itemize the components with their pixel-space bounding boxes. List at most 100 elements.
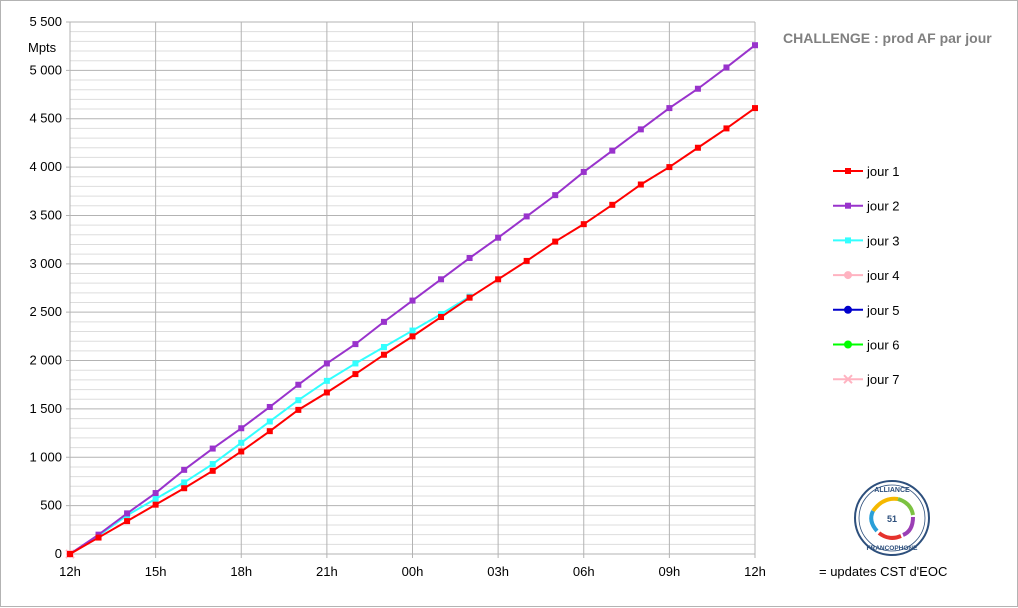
data-point: [666, 164, 673, 171]
data-point: [238, 448, 245, 455]
data-point: [380, 344, 387, 351]
data-point: [752, 42, 758, 49]
data-point: [580, 221, 587, 228]
x-tick-label: 15h: [145, 564, 167, 579]
data-point: [637, 181, 644, 188]
data-point: [352, 360, 359, 367]
legend-item: jour 4: [833, 268, 900, 283]
data-point: [609, 147, 616, 154]
x-tick-label: 12h: [59, 564, 81, 579]
legend-item: jour 3: [833, 233, 900, 248]
svg-text:51: 51: [887, 514, 897, 524]
y-tick-label: 3 000: [29, 256, 62, 271]
data-point: [152, 495, 159, 502]
data-point: [209, 467, 216, 474]
data-point: [181, 479, 188, 486]
x-tick-label: 03h: [487, 564, 509, 579]
x-tick-label: 18h: [230, 564, 252, 579]
legend-marker: [844, 305, 852, 314]
data-point: [323, 377, 330, 384]
data-point: [295, 397, 302, 404]
legend-label: jour 7: [866, 372, 900, 387]
legend-item: jour 1: [833, 164, 900, 179]
y-tick-label: 500: [40, 498, 62, 513]
legend-marker: [845, 237, 851, 244]
x-tick-label: 12h: [744, 564, 766, 579]
data-point: [495, 276, 502, 283]
data-point: [124, 510, 131, 517]
x-tick-label: 09h: [659, 564, 681, 579]
x-tick-label: 21h: [316, 564, 338, 579]
data-point: [209, 461, 216, 468]
data-point: [409, 327, 416, 334]
data-point: [380, 351, 387, 358]
svg-text:ALLIANCE: ALLIANCE: [874, 487, 910, 494]
data-point: [95, 534, 102, 541]
data-point: [609, 201, 616, 208]
y-tick-label: 4 000: [29, 159, 62, 174]
data-point: [124, 518, 131, 525]
data-point: [752, 105, 758, 112]
data-point: [466, 294, 473, 301]
data-point: [152, 501, 159, 508]
legend-item: jour 5: [833, 303, 900, 318]
data-point: [523, 213, 530, 220]
footnote: = updates CST d'EOC: [819, 564, 948, 579]
y-tick-label: 5 000: [29, 62, 62, 77]
alliance-francophone-logo: 51 ALLIANCE FRANCOPHONE: [854, 480, 930, 556]
y-tick-label: 2 500: [29, 304, 62, 319]
svg-text:FRANCOPHONE: FRANCOPHONE: [867, 545, 919, 552]
data-point: [266, 403, 273, 410]
y-tick-label: 4 500: [29, 111, 62, 126]
legend-label: jour 6: [866, 338, 900, 353]
data-point: [181, 485, 188, 492]
chart-title: CHALLENGE : prod AF par jour: [783, 30, 992, 46]
data-point: [209, 445, 216, 452]
legend-label: jour 1: [866, 164, 900, 179]
data-point: [323, 389, 330, 396]
data-point: [438, 314, 445, 321]
data-point: [409, 297, 416, 304]
data-point: [637, 126, 644, 133]
legend-item: jour 2: [833, 199, 900, 214]
x-tick-label: 06h: [573, 564, 595, 579]
legend-label: jour 2: [866, 199, 900, 214]
data-point: [352, 371, 359, 378]
data-point: [694, 144, 701, 151]
data-point: [466, 255, 473, 262]
legend-marker: [845, 202, 851, 209]
data-point: [495, 234, 502, 241]
legend-marker: [843, 374, 853, 384]
data-point: [266, 418, 273, 425]
series-jour-3: [67, 293, 473, 557]
y-tick-label: 3 500: [29, 207, 62, 222]
data-point: [352, 341, 359, 348]
legend-marker: [845, 168, 851, 174]
data-point: [666, 105, 673, 112]
data-point: [67, 551, 73, 557]
x-tick-label: 00h: [402, 564, 424, 579]
legend-label: jour 5: [866, 303, 900, 318]
data-point: [694, 85, 701, 92]
y-axis-label: Mpts: [28, 40, 57, 55]
data-point: [380, 318, 387, 325]
y-tick-label: 5 500: [29, 14, 62, 29]
y-tick-label: 1 000: [29, 449, 62, 464]
data-point: [552, 192, 559, 199]
legend-marker: [844, 340, 852, 349]
y-tick-label: 1 500: [29, 401, 62, 416]
data-point: [552, 238, 559, 245]
data-point: [580, 168, 587, 175]
data-point: [523, 257, 530, 264]
data-point: [723, 125, 730, 132]
data-point: [181, 466, 188, 473]
data-point: [323, 360, 330, 367]
y-tick-label: 0: [55, 546, 62, 561]
data-point: [266, 428, 273, 435]
data-point: [152, 490, 159, 497]
legend-marker: [844, 271, 852, 280]
legend-label: jour 4: [866, 268, 900, 283]
data-point: [409, 333, 416, 340]
